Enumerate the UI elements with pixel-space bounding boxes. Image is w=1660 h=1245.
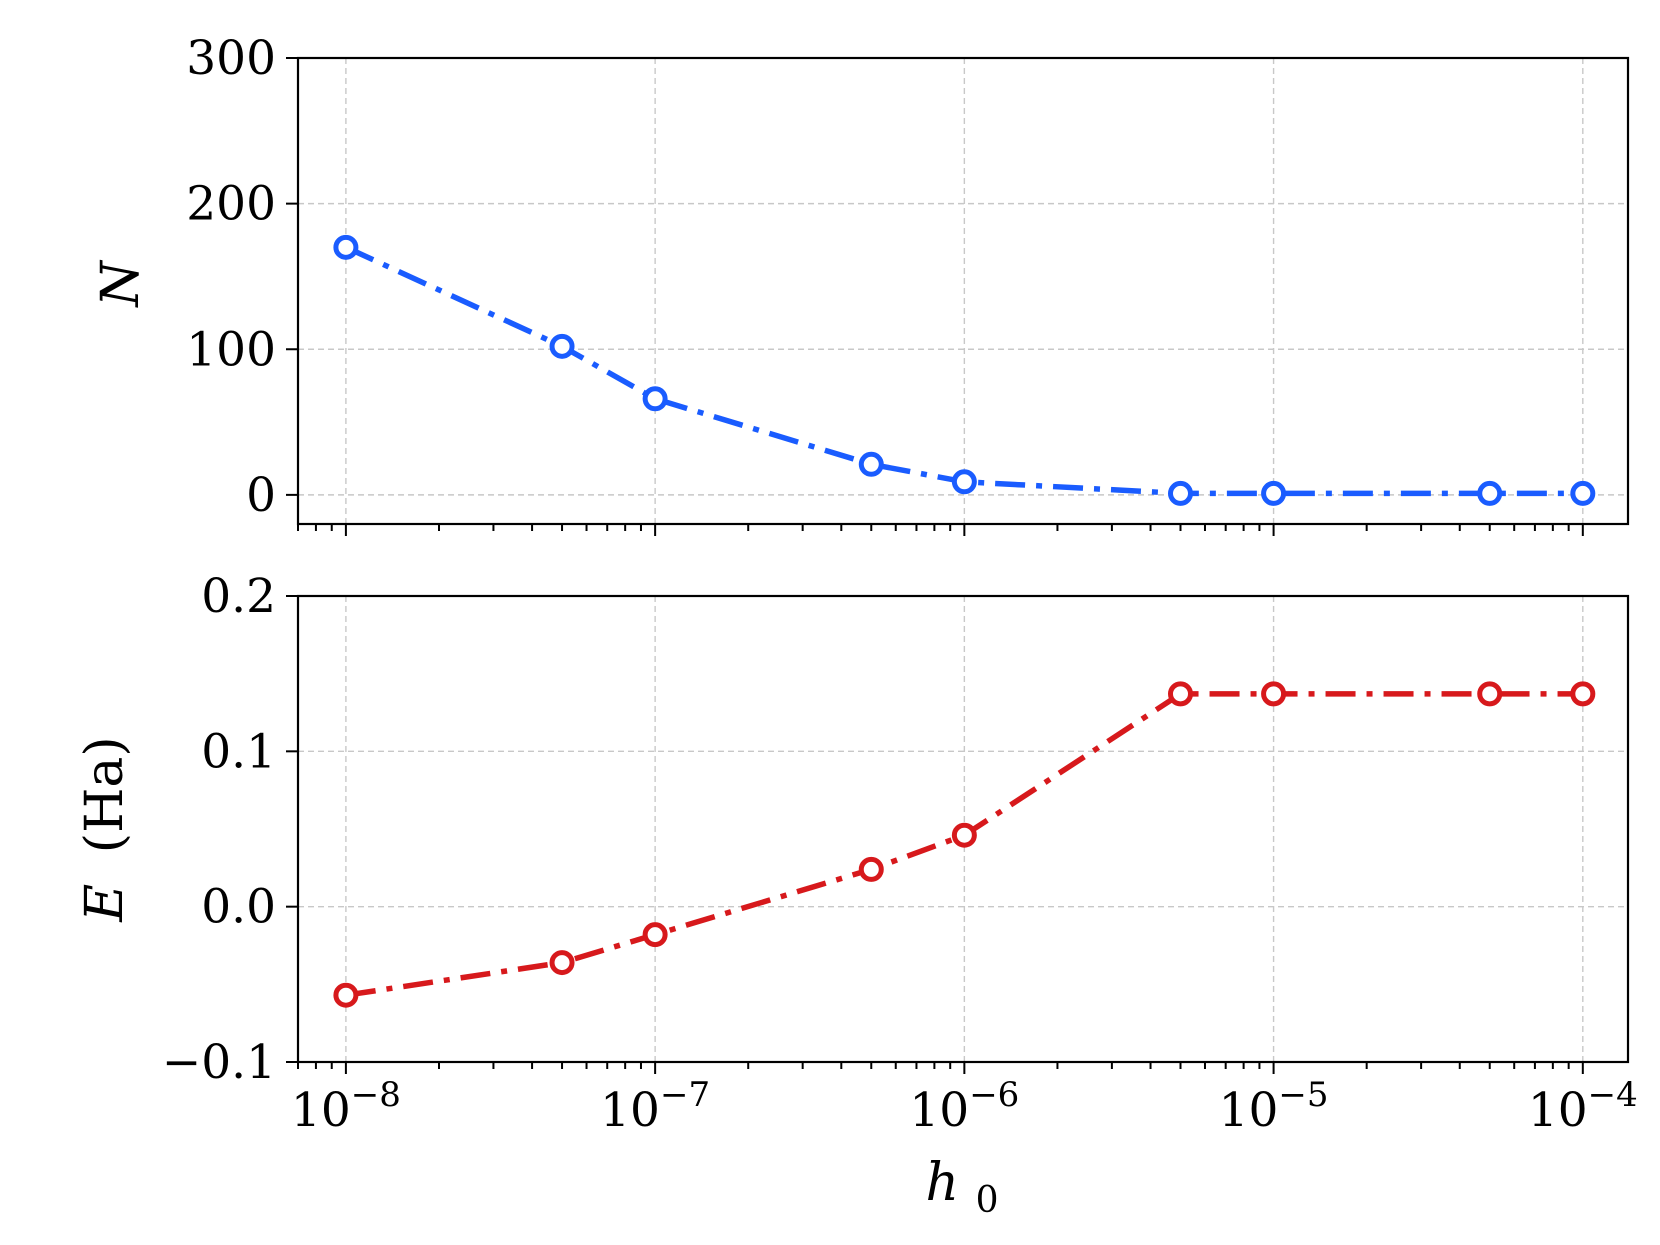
panel-top-grid: [298, 57, 1628, 524]
data-point-marker: [858, 451, 884, 477]
y-tick-label: 0.2: [201, 569, 276, 624]
data-point-marker: [1167, 681, 1193, 707]
data-point-marker: [549, 950, 575, 976]
panel-top: 0 100 200 300 N: [91, 31, 1630, 536]
data-point-marker: [1570, 681, 1596, 707]
y-tick-label: 0: [246, 468, 276, 523]
x-tick-label: 10−6: [909, 1075, 1019, 1138]
x-tick-label: 10−4: [1528, 1075, 1638, 1138]
data-point-marker: [951, 469, 977, 495]
data-point-marker: [1477, 480, 1503, 506]
data-point-marker: [1261, 480, 1287, 506]
data-point-marker: [642, 922, 668, 948]
panel-bottom: 10−8 10−7 10−6 10−5 10−4 −0.1 0.0 0.1 0.2 E (Ha)…: [75, 569, 1638, 1221]
data-point-marker: [1570, 480, 1596, 506]
panel-bottom-frame: [296, 594, 1630, 1064]
panel-bottom-ticks: 10−8 10−7 10−6 10−5 10−4 −0.1 0.0 0.1 0.2: [162, 569, 1638, 1138]
y-tick-label: 0.0: [201, 880, 276, 935]
panel-bottom-ylabel: E (Ha): [75, 736, 135, 922]
y-tick-label: 200: [186, 177, 276, 232]
data-point-marker: [858, 856, 884, 882]
panel-bottom-xlabel: h 0: [926, 1153, 999, 1221]
y-tick-label: 0.1: [201, 724, 276, 779]
x-tick-label: 10−8: [291, 1075, 401, 1138]
xlabel-subscript: 0: [976, 1180, 999, 1221]
x-tick-label: 10−5: [1219, 1075, 1329, 1138]
y-tick-label: 100: [186, 322, 276, 377]
x-tick-label: 10−7: [600, 1075, 710, 1138]
panel-bottom-series: [333, 681, 1596, 1008]
data-point-marker: [333, 982, 359, 1008]
y-tick-label: −0.1: [162, 1035, 276, 1090]
data-point-marker: [1477, 681, 1503, 707]
xlabel-symbol: h: [926, 1153, 960, 1213]
panel-top-ticks: 0 100 200 300: [186, 31, 1584, 536]
data-point-marker: [1261, 681, 1287, 707]
data-point-marker: [951, 822, 977, 848]
data-point-marker: [642, 386, 668, 412]
data-point-marker: [333, 234, 359, 260]
ylabel-symbol: E: [75, 884, 135, 923]
data-point-marker: [1167, 480, 1193, 506]
panel-top-frame: [296, 56, 1630, 526]
y-tick-label: 300: [186, 31, 276, 86]
data-point-marker: [549, 333, 575, 359]
panel-top-ylabel: N: [91, 260, 151, 309]
panel-top-series: [333, 234, 1596, 506]
ylabel-unit: (Ha): [75, 736, 135, 853]
